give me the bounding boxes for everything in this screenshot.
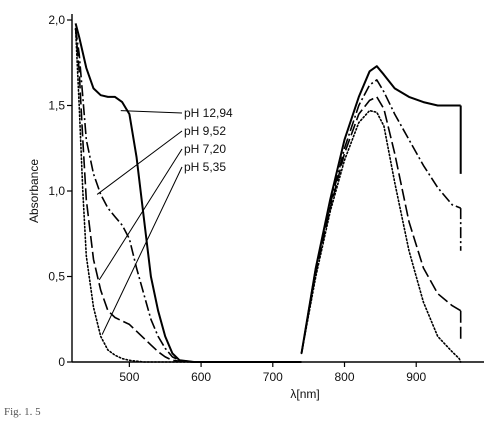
- legend-label: pH 9,52: [184, 124, 226, 138]
- legend-leader-line: [101, 166, 183, 335]
- series-line: [74, 27, 303, 363]
- x-axis-title: λ[nm]: [290, 387, 319, 401]
- legend-leader-line: [98, 148, 183, 281]
- figure-caption: Fig. 1. 5: [4, 406, 41, 418]
- legend-entry: pH 7,20: [98, 142, 226, 281]
- series-4: [74, 27, 462, 363]
- y-tick-label: 0: [58, 355, 65, 369]
- legend-label: pH 7,20: [184, 142, 226, 156]
- legend-entry: pH 5,35: [101, 160, 226, 335]
- series-layer: [74, 23, 462, 363]
- x-tick-label: 600: [191, 370, 211, 384]
- legend-label: pH 5,35: [184, 160, 226, 174]
- series-line: [300, 65, 461, 354]
- series-2: [74, 28, 462, 363]
- series-line: [300, 109, 462, 363]
- series-line: [300, 96, 462, 354]
- y-tick-label: 0,5: [48, 270, 65, 284]
- legend: pH 12,94 pH 9,52 pH 7,20 pH 5,35: [96, 106, 233, 335]
- y-tick-label: 1,5: [48, 99, 65, 113]
- series-line: [74, 28, 302, 363]
- plot-frame: [71, 14, 484, 363]
- series-line: [300, 79, 461, 354]
- legend-leader-line: [120, 110, 183, 114]
- x-tick-label: 700: [263, 370, 283, 384]
- y-axis-title: Absorbance: [27, 159, 41, 223]
- x-tick-label: 900: [406, 370, 426, 384]
- series-line: [74, 28, 302, 363]
- legend-label: pH 12,94: [184, 106, 233, 120]
- y-tick-label: 1,0: [48, 184, 65, 198]
- legend-entry: pH 9,52: [96, 124, 226, 195]
- y-tick-label: 2,0: [48, 13, 65, 27]
- legend-leader-line: [96, 130, 183, 195]
- series-3: [74, 28, 462, 363]
- x-axis-ticks: 500 600 700 800 900: [119, 362, 427, 384]
- x-tick-label: 800: [334, 370, 354, 384]
- y-axis-ticks: 0 0,5 1,0 1,5 2,0: [48, 13, 72, 369]
- series-line: [74, 23, 302, 363]
- legend-entry: pH 12,94: [120, 106, 233, 120]
- series-1: [74, 23, 462, 363]
- x-tick-label: 500: [119, 370, 139, 384]
